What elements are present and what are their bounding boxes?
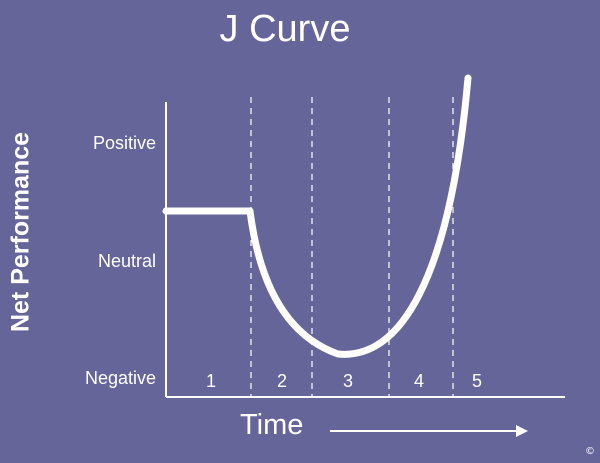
y-level-neutral: Neutral xyxy=(97,251,156,271)
diagram-title: J Curve xyxy=(219,8,351,50)
x-axis-title: Time xyxy=(240,409,304,441)
phase-label-1: 1 xyxy=(206,371,216,391)
phase-label-5: 5 xyxy=(472,371,482,391)
y-level-positive: Positive xyxy=(92,133,156,153)
time-arrow-head-icon xyxy=(516,425,528,437)
y-level-negative: Negative xyxy=(84,368,156,388)
j-curve-line xyxy=(162,74,472,358)
phase-label-2: 2 xyxy=(277,371,287,391)
copyright-symbol: © xyxy=(585,446,595,457)
phase-label-3: 3 xyxy=(343,371,353,391)
phase-label-4: 4 xyxy=(414,371,424,391)
